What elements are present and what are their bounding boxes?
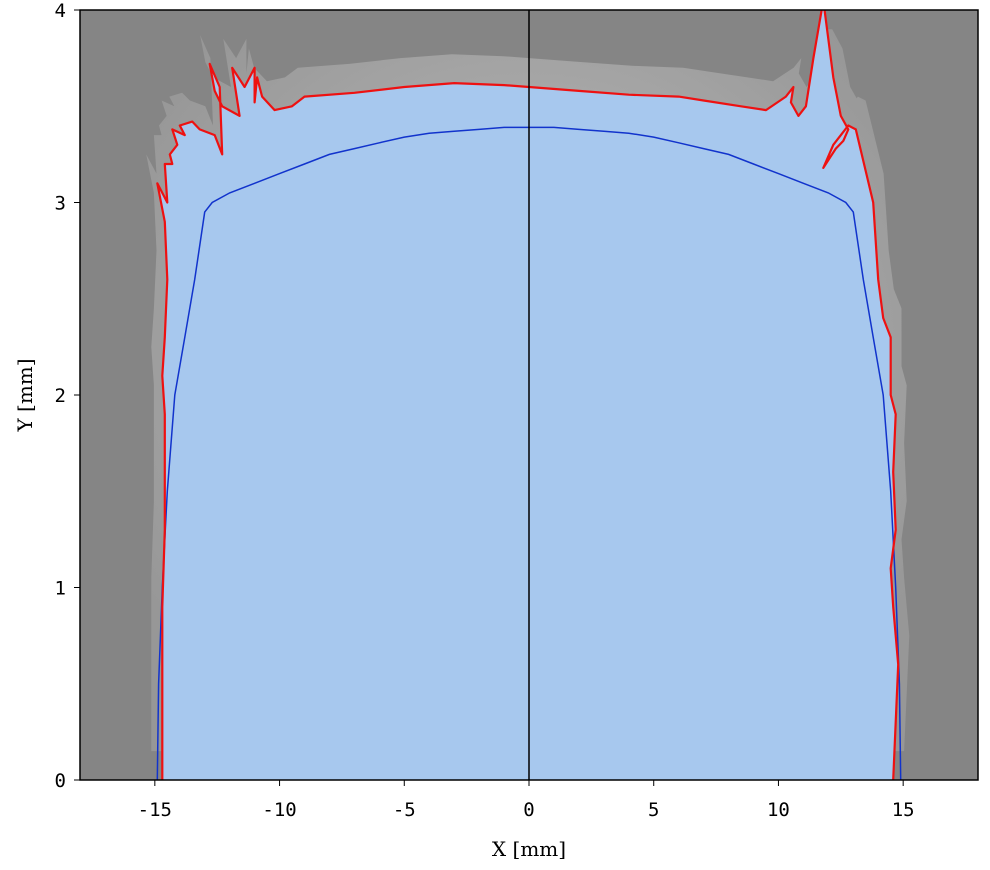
x-tick-label: 5 [648, 799, 659, 821]
x-axis-label: X [mm] [492, 837, 566, 861]
y-tick-label: 2 [55, 385, 66, 407]
plot-area [80, 10, 978, 780]
y-axis-label: Y [mm] [13, 358, 37, 432]
fill-region [157, 10, 899, 780]
y-tick-label: 1 [55, 578, 66, 600]
y-tick-label: 3 [55, 193, 66, 215]
y-axis: 0 1 2 3 4 [55, 0, 80, 792]
x-tick-label: -10 [262, 799, 296, 821]
x-tick-label: -5 [393, 799, 416, 821]
x-tick-label: 0 [523, 799, 534, 821]
x-tick-label: 15 [892, 799, 915, 821]
x-axis: -15 -10 -5 0 5 10 15 [138, 780, 915, 821]
x-tick-label: 10 [767, 799, 790, 821]
y-tick-label: 4 [55, 0, 66, 22]
x-tick-label: -15 [138, 799, 172, 821]
outer-boundary-line [156, 10, 900, 780]
y-tick-label: 0 [55, 770, 66, 792]
